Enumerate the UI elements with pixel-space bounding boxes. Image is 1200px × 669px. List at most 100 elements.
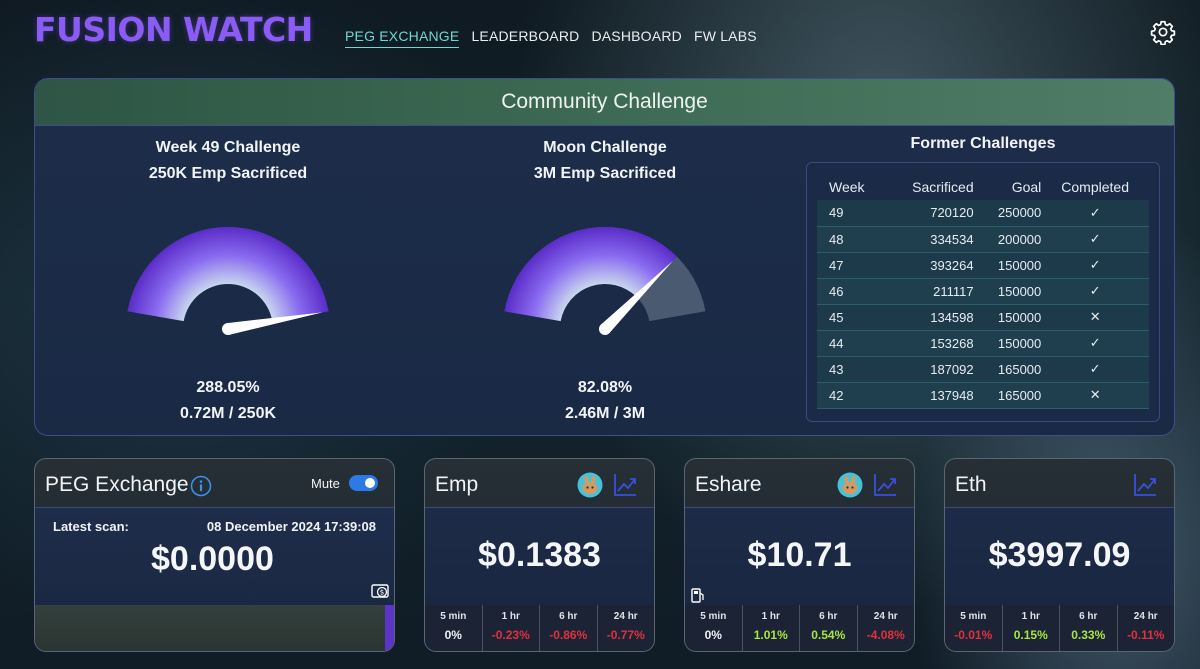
stat-value: -0.01% [954,628,993,642]
table-row: 48 334534 200000 ✓ [817,226,1149,253]
stat-value: -0.77% [606,628,645,642]
former-challenges-table: Week Sacrificed Goal Completed 49 720120 2… [806,162,1160,422]
stat-value: 0% [444,628,462,642]
eth-title: Eth [955,473,987,496]
stat-cell: 1 hr 0.15% [1003,605,1060,651]
stat-label: 1 hr [761,611,780,622]
chart-trend-icon[interactable] [872,472,898,498]
check-icon: ✓ [1049,252,1149,279]
peg-exchange-title: PEG Exchange [45,473,189,496]
stat-value: -0.86% [549,628,588,642]
cell-week: 47 [817,252,891,279]
stat-label: 24 hr [613,611,638,622]
stat-label: 1 hr [1021,611,1040,622]
cell-goal: 150000 [981,252,1050,279]
table-row: 45 134598 150000 ✕ [817,304,1149,331]
gear-icon[interactable] [1150,19,1176,45]
cell-goal: 150000 [981,278,1050,305]
cell-goal: 165000 [981,382,1050,409]
moon-challenge-progress: 2.46M / 3M [564,405,646,422]
stat-cell: 6 hr 0.54% [800,605,858,651]
latest-scan-label: Latest scan: [53,519,129,534]
gauge-fill [127,227,329,322]
stat-value: -0.23% [491,628,530,642]
stat-cell: 24 hr -0.11% [1118,605,1175,651]
svg-text:$: $ [380,589,384,597]
mute-label: Mute [311,476,340,491]
emp-card: Emp $0.1383 5 min 0% 1 hr -0.23% 6 hr -0.86% 2… [424,458,655,652]
stat-label: 6 hr [1079,611,1098,622]
eth-stats: 5 min -0.01% 1 hr 0.15% 6 hr 0.33% 24 hr -0.11% [945,605,1174,651]
cell-week: 42 [817,382,891,409]
pancakeswap-icon[interactable] [577,472,603,498]
stat-value: -4.08% [866,628,905,642]
cell-goal: 150000 [981,304,1050,331]
eth-body: $3997.09 [945,507,1174,605]
gauge-needle [226,312,323,335]
emp-stats: 5 min 0% 1 hr -0.23% 6 hr -0.86% 24 hr -0.77% [425,605,654,651]
app-logo[interactable]: FUSION WATCH [34,10,313,49]
cell-week: 48 [817,226,891,253]
stat-cell: 24 hr -0.77% [598,605,655,651]
cell-week: 43 [817,356,891,383]
gauge-needle [600,261,673,334]
eshare-card: Eshare $10.71 5 min 0% 1 hr 1.01% 6 hr 0.54% 2… [684,458,915,652]
peg-exchange-chart-area [35,605,394,651]
eshare-card-header: Eshare [685,459,914,507]
stat-label: 6 hr [559,611,578,622]
emp-price: $0.1383 [478,536,601,574]
chart-trend-icon[interactable] [1132,472,1158,498]
stat-cell: 6 hr 0.33% [1060,605,1118,651]
cell-sacrificed: 153268 [890,330,982,357]
latest-scan-date: 08 December 2024 17:39:08 [206,519,376,534]
chart-trend-icon[interactable] [612,472,638,498]
stat-value: 0% [704,628,722,642]
info-icon[interactable] [190,475,212,497]
table-row: 46 211117 150000 ✓ [817,278,1149,305]
eth-card-header: Eth [945,459,1174,507]
money-icon: $ [371,584,389,598]
moon-challenge-goal: 3M Emp Sacrificed [533,165,677,182]
check-icon: ✓ [1049,200,1149,227]
cross-icon: ✕ [1049,382,1149,409]
mute-toggle[interactable] [349,475,378,491]
main-nav: PEG EXCHANGE LEADERBOARD DASHBOARD FW LA… [345,28,757,48]
stat-label: 24 hr [873,611,898,622]
col-sacrificed: Sacrificed [912,178,974,195]
eth-card: Eth $3997.09 5 min -0.01% 1 hr 0.15% 6 hr 0.3… [944,458,1175,652]
nav-leaderboard[interactable]: LEADERBOARD [471,28,580,44]
moon-challenge-name: Moon Challenge [543,139,667,156]
cell-sacrificed: 137948 [890,382,982,409]
gauge-hub [222,323,234,335]
stat-label: 1 hr [501,611,520,622]
peg-exchange-bar [385,605,394,651]
week-challenge-goal: 250K Emp Sacrificed [148,165,308,182]
cell-goal: 250000 [981,200,1050,227]
cell-week: 44 [817,330,891,357]
stat-cell: 5 min 0% [685,605,743,651]
check-icon: ✓ [1049,356,1149,383]
nav-dashboard[interactable]: DASHBOARD [591,28,682,44]
pancakeswap-icon[interactable] [837,472,863,498]
stat-value: 1.01% [753,628,788,642]
stat-label: 5 min [960,611,987,622]
col-week: Week [829,178,865,195]
week-challenge-footer: 288.05% 0.72M / 250K [98,375,358,427]
stat-cell: 5 min -0.01% [945,605,1003,651]
emp-card-header: Emp [425,459,654,507]
cell-sacrificed: 211117 [890,278,982,305]
peg-price: $0.0000 [151,540,274,578]
table-row: 44 153268 150000 ✓ [817,330,1149,357]
stat-cell: 1 hr 1.01% [743,605,800,651]
stat-cell: 24 hr -4.08% [858,605,915,651]
community-challenge-title: Community Challenge [35,79,1174,126]
week-challenge-progress: 0.72M / 250K [179,405,277,422]
eshare-body: $10.71 [685,507,914,605]
col-completed: Completed [1061,178,1129,195]
stat-label: 6 hr [819,611,838,622]
nav-peg-exchange[interactable]: PEG EXCHANGE [345,28,460,48]
stat-value: 0.33% [1071,628,1106,642]
nav-fw-labs[interactable]: FW LABS [693,28,757,44]
stat-label: 5 min [440,611,467,622]
cell-sacrificed: 393264 [890,252,982,279]
